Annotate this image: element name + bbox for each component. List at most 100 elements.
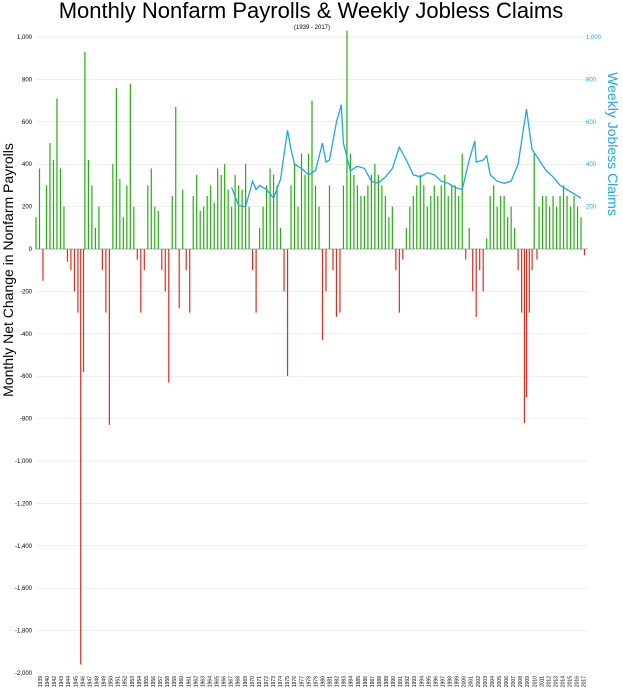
payroll-bar: [49, 143, 51, 249]
payroll-bar: [45, 185, 48, 249]
x-tick-label: 2015: [568, 676, 574, 687]
payroll-bar: [381, 185, 383, 249]
payroll-bar: [258, 227, 261, 249]
payroll-bar: [91, 185, 93, 249]
payroll-bar: [402, 249, 404, 260]
payroll-bar: [70, 249, 72, 271]
x-tick-label: 2017: [582, 676, 588, 687]
x-tick-label: 1962: [193, 676, 199, 687]
x-tick-label: 1985: [356, 676, 362, 687]
payroll-bar: [493, 185, 495, 249]
payroll-bar: [482, 249, 484, 292]
payroll-bar: [307, 153, 310, 249]
payroll-bar: [416, 185, 418, 249]
payroll-bar: [283, 249, 285, 292]
payroll-bar: [398, 249, 400, 313]
payroll-bar: [409, 206, 411, 249]
payroll-bar: [325, 249, 327, 292]
payroll-bar: [262, 206, 264, 249]
y-tick-label: -800: [20, 417, 33, 423]
x-tick-label: 1950: [109, 676, 115, 687]
x-tick-label: 1997: [440, 676, 446, 687]
y-axis-label: Monthly Net Change in Nonfarm Payrolls: [0, 143, 16, 397]
x-tick-label: 1959: [172, 676, 178, 687]
payroll-bar: [231, 206, 233, 249]
payroll-bar: [525, 249, 528, 398]
y-tick-label: -1,400: [15, 544, 33, 550]
x-tick-label: 1999: [455, 676, 461, 687]
x-tick-label: 1990: [391, 676, 397, 687]
x-tick-label: 1963: [200, 676, 206, 687]
x-tick-label: 1980: [320, 676, 326, 687]
x-tick-label: 2008: [518, 676, 524, 687]
x-tick-label: 1946: [80, 676, 86, 687]
payroll-bar: [52, 159, 55, 249]
payroll-bar: [126, 185, 128, 249]
payroll-bar: [150, 168, 152, 249]
x-tick-label: 1991: [398, 676, 404, 687]
x-tick-label: 2009: [525, 676, 531, 687]
x-tick-label: 1949: [102, 676, 108, 687]
payroll-bar: [437, 196, 439, 249]
x-tick-label: 1973: [271, 676, 277, 687]
payroll-bar: [238, 185, 240, 249]
payroll-bar: [528, 249, 530, 313]
x-tick-label: 2004: [490, 676, 496, 687]
x-tick-label: 1958: [165, 676, 171, 687]
payroll-bar: [73, 249, 76, 292]
payroll-bar: [510, 206, 512, 249]
payroll-bar: [154, 206, 156, 249]
payroll-bar: [521, 249, 523, 313]
payroll-bar: [335, 249, 338, 317]
payroll-bar: [507, 217, 509, 249]
y-tick-label: -1,000: [15, 459, 33, 465]
payroll-bar: [475, 249, 477, 317]
payroll-bar: [119, 179, 121, 249]
payroll-bar: [559, 196, 561, 249]
payroll-bar: [328, 185, 331, 249]
payroll-bar: [241, 189, 243, 249]
y2-tick-label: 600: [586, 120, 597, 126]
y-tick-label: 800: [22, 77, 33, 83]
payroll-bar: [82, 249, 85, 372]
y-tick-label: -600: [20, 374, 33, 380]
y2-tick-label: 200: [586, 205, 597, 211]
payroll-bar: [248, 206, 250, 249]
payroll-bar: [552, 196, 554, 249]
payroll-bar: [562, 185, 565, 249]
payroll-bar: [87, 159, 90, 249]
payroll-bar: [461, 153, 463, 249]
x-tick-label: 1981: [328, 676, 334, 687]
y-tick-label: -1,200: [15, 501, 33, 507]
payroll-bar: [199, 210, 201, 249]
payroll-bar: [168, 249, 170, 383]
payroll-bar: [108, 249, 110, 425]
x-tick-label: 1971: [257, 676, 263, 687]
x-tick-label: 1976: [292, 676, 298, 687]
payroll-bar: [377, 174, 379, 249]
payroll-bar: [583, 249, 586, 256]
payroll-bar: [370, 174, 372, 249]
payroll-bar: [433, 185, 435, 249]
payroll-bar: [122, 217, 124, 249]
payroll-bar: [143, 249, 145, 271]
payroll-bar: [185, 249, 187, 271]
x-tick-label: 1996: [433, 676, 439, 687]
payroll-bar: [573, 196, 575, 249]
x-tick-label: 2011: [539, 676, 545, 687]
payroll-bar: [105, 249, 107, 313]
payroll-bar: [353, 174, 355, 249]
payroll-bar: [360, 196, 362, 249]
payroll-bar: [147, 185, 149, 249]
payroll-bar: [217, 168, 219, 249]
payroll-bar: [500, 196, 502, 249]
x-tick-label: 1954: [137, 676, 143, 687]
payroll-bar: [447, 196, 449, 249]
payroll-bar: [203, 206, 205, 249]
payroll-bar: [206, 196, 208, 249]
payroll-bar: [458, 196, 460, 249]
y-tick-label: -200: [20, 289, 33, 295]
payroll-bar: [388, 217, 390, 249]
payroll-bar: [444, 174, 446, 249]
